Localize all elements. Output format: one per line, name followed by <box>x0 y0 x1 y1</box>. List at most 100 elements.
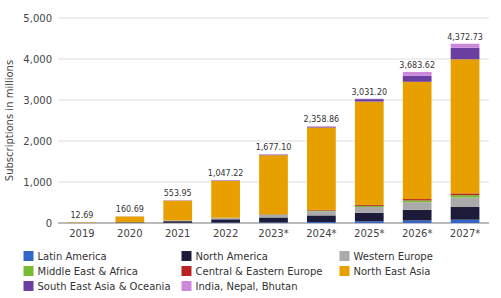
y-tick-label: 5,000 <box>23 13 52 24</box>
bar-segment <box>68 222 97 223</box>
x-tick-label: 2022 <box>213 228 238 239</box>
bar-segment <box>307 126 336 128</box>
bar-segment <box>259 214 288 215</box>
x-tick-label: 2020 <box>117 228 142 239</box>
total-label: 160.69 <box>116 205 144 214</box>
bar-segment <box>403 210 432 221</box>
legend-swatch <box>340 251 350 261</box>
bar-segment <box>211 180 240 181</box>
y-tick-label: 3,000 <box>23 95 52 106</box>
legend-swatch <box>182 251 192 261</box>
bar-segment <box>451 59 480 193</box>
bar-segment <box>68 222 97 223</box>
x-tick-label: 2025* <box>354 228 384 239</box>
axes: 0 1,000 2,000 3,000 4,000 5,000 2019 2020 2021 20… <box>23 13 489 240</box>
bar-segment <box>68 222 97 223</box>
bar-segment <box>211 180 240 181</box>
bar-segment <box>307 210 336 212</box>
y-tick-label: 1,000 <box>23 177 52 188</box>
bar-segment <box>403 221 432 223</box>
bar-segment <box>307 211 336 215</box>
total-label: 4,372.73 <box>447 33 483 42</box>
bar-segment <box>355 102 384 205</box>
bar-segment <box>68 222 97 223</box>
total-labels: 12.69 160.69 553.95 1,047.22 1,677.10 2,358.8… <box>70 33 482 221</box>
bar-segment <box>211 219 240 222</box>
bar-segment <box>451 207 480 220</box>
bar-segment <box>163 221 192 223</box>
bar-segment <box>307 222 336 223</box>
legend-swatch <box>182 281 192 291</box>
x-tick-label: 2023* <box>258 228 288 239</box>
bar-segment <box>259 217 288 222</box>
bar-segment <box>259 215 288 217</box>
bar-segment <box>355 221 384 223</box>
legend-swatch <box>24 251 34 261</box>
bar-segment <box>307 126 336 127</box>
bar-segment <box>403 200 432 202</box>
total-label: 1,677.10 <box>256 143 292 152</box>
bar-segment <box>68 222 97 223</box>
bar-segment <box>115 222 144 223</box>
bar-segment <box>403 76 432 82</box>
bar-segment <box>307 128 336 210</box>
bar-segment <box>355 206 384 207</box>
grid <box>58 18 489 223</box>
y-axis-label: Subscriptions in millions <box>4 60 15 181</box>
legend-label: North America <box>196 251 268 262</box>
bar-segment <box>307 215 336 222</box>
y-tick-label: 4,000 <box>23 54 52 65</box>
legend-label: South East Asia & Oceania <box>38 281 171 292</box>
bar-segment <box>115 217 144 223</box>
bar-segment <box>115 216 144 217</box>
y-tick-label: 0 <box>46 218 52 229</box>
bar-segment <box>403 72 432 76</box>
bar-segment <box>451 198 480 207</box>
bar-segment <box>163 200 192 201</box>
total-label: 1,047.22 <box>208 169 244 178</box>
legend-label: Western Europe <box>354 251 433 262</box>
chart: 0 1,000 2,000 3,000 4,000 5,000 2019 2020 2021 20… <box>0 0 501 298</box>
bar-segment <box>355 213 384 222</box>
legend-swatch <box>340 266 350 276</box>
bar-segment <box>451 44 480 48</box>
bar-segment <box>259 154 288 156</box>
total-label: 553.95 <box>164 189 192 198</box>
grid-line <box>58 59 489 60</box>
bar-segment <box>163 201 192 221</box>
x-tick-label: 2024* <box>306 228 336 239</box>
bar-segment <box>403 199 432 200</box>
bar-segment <box>115 216 144 217</box>
total-label: 3,031.20 <box>351 88 387 97</box>
bar-segment <box>211 181 240 218</box>
legend-swatch <box>24 266 34 276</box>
bar-segment <box>451 193 480 195</box>
bar-segment <box>355 98 384 99</box>
bars <box>68 44 480 223</box>
bar-segment <box>451 195 480 197</box>
legend-label: Latin America <box>38 251 107 262</box>
legend-label: Middle East & Africa <box>38 266 138 277</box>
x-tick-label: 2026* <box>402 228 432 239</box>
bar-segment <box>403 202 432 210</box>
x-tick-label: 2021 <box>165 228 190 239</box>
x-tick-label: 2027* <box>450 228 480 239</box>
total-label: 3,683.62 <box>399 61 435 70</box>
legend-swatch <box>24 281 34 291</box>
total-label: 12.69 <box>70 211 93 220</box>
legend-label: Central & Eastern Europe <box>196 266 323 277</box>
y-tick-label: 2,000 <box>23 136 52 147</box>
bar-segment <box>403 82 432 199</box>
total-label: 2,358.86 <box>304 115 340 124</box>
bar-segment <box>355 99 384 101</box>
legend-label: North East Asia <box>354 266 431 277</box>
x-tick-label: 2019 <box>69 228 94 239</box>
bar-segment <box>163 200 192 201</box>
bar-segment <box>68 222 97 223</box>
grid-line <box>58 18 489 19</box>
bar-segment <box>259 155 288 214</box>
bar-segment <box>68 222 97 223</box>
legend-swatch <box>182 266 192 276</box>
bar-segment <box>259 154 288 155</box>
legend: Latin America North America Western Europe… <box>24 251 433 292</box>
